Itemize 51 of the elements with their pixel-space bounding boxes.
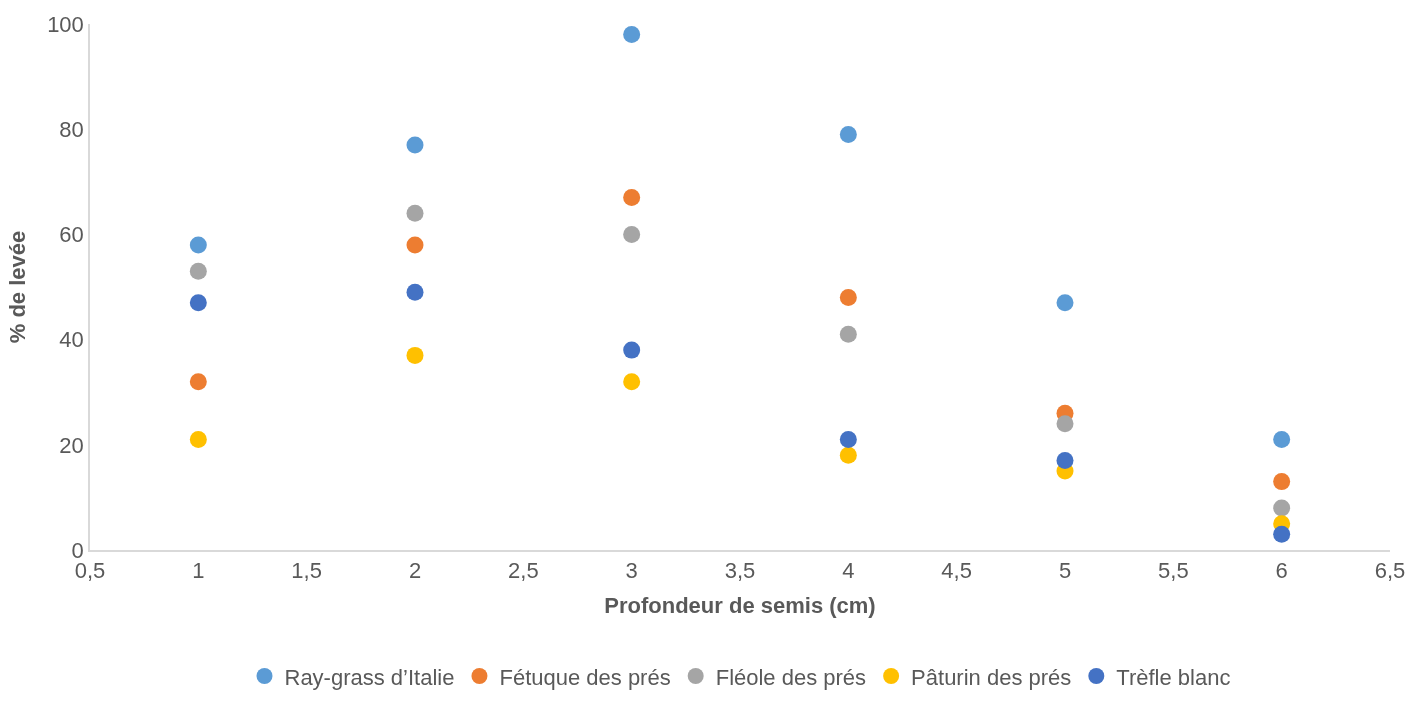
- y-tick-label: 100: [47, 11, 84, 37]
- point: [189, 262, 207, 280]
- point: [406, 236, 424, 254]
- x-tick-label: 3,5: [724, 558, 756, 584]
- point: [623, 341, 641, 359]
- point: [839, 446, 857, 464]
- x-tick-label: 2,5: [508, 558, 539, 584]
- point: [623, 373, 641, 391]
- legend-label: Fétuque des prés: [499, 664, 671, 690]
- x-tick-label: 6,5: [1374, 558, 1406, 584]
- x-tick-label: 2: [408, 558, 422, 584]
- point: [189, 431, 207, 449]
- point: [623, 225, 641, 243]
- point: [189, 236, 207, 254]
- x-tick-label: 5: [1058, 558, 1072, 584]
- point: [1273, 473, 1291, 491]
- x-tick-label: 3: [625, 558, 638, 584]
- x-tick-label: 5,5: [1158, 558, 1189, 584]
- x-axis-title: Profondeur de semis (cm): [604, 592, 876, 618]
- point: [189, 294, 207, 312]
- point: [406, 136, 424, 154]
- x-tick-label: 4: [842, 558, 855, 584]
- point: [1056, 452, 1074, 470]
- point: [623, 26, 641, 44]
- point: [189, 373, 207, 391]
- point: [839, 431, 857, 449]
- y-tick-label: 40: [59, 327, 84, 353]
- legend-label: Trèfle blanc: [1116, 664, 1231, 690]
- y-tick-label: 20: [59, 432, 84, 458]
- y-tick-label: 80: [59, 116, 84, 142]
- point: [406, 283, 424, 301]
- point: [1273, 525, 1291, 543]
- point: [406, 346, 424, 364]
- legend-label: Fléole des prés: [715, 664, 867, 690]
- point: [839, 125, 857, 143]
- y-axis-title: % de levée: [5, 230, 31, 344]
- x-tick-label: 1: [192, 558, 205, 584]
- y-tick-label: 60: [59, 222, 84, 248]
- point: [1056, 294, 1074, 312]
- point: [839, 289, 857, 307]
- point: [1273, 431, 1291, 449]
- point: [623, 189, 641, 207]
- point: [1273, 499, 1291, 517]
- legend-label: Pâturin des prés: [911, 664, 1072, 690]
- point: [406, 204, 424, 222]
- point: [839, 325, 857, 343]
- x-tick-label: 1,5: [291, 558, 322, 584]
- x-tick-label: 6: [1275, 558, 1288, 584]
- point: [1056, 415, 1074, 433]
- legend-label: Ray-grass d’Italie: [284, 664, 455, 690]
- x-tick-label: 4,5: [941, 558, 972, 584]
